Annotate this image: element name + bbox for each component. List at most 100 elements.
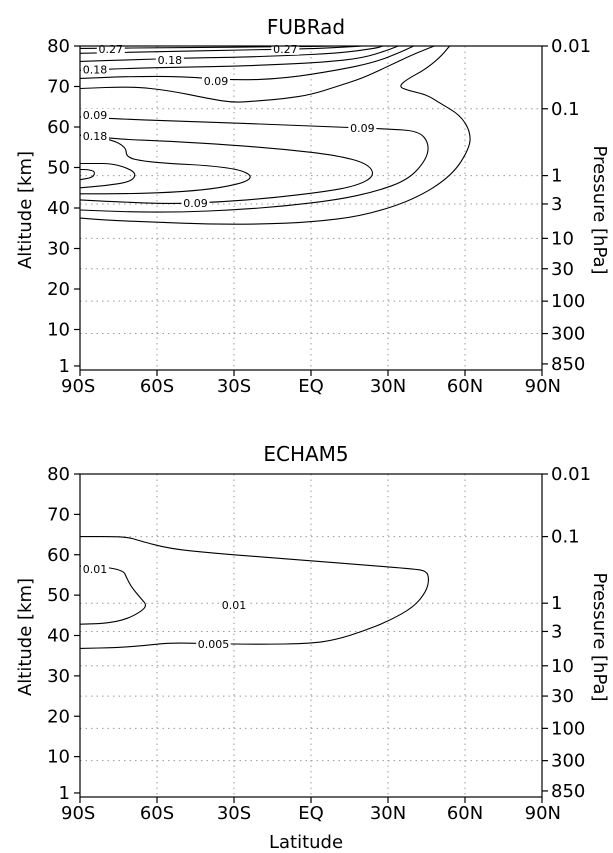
pressure-tick-label: 300 [551, 324, 585, 345]
y2-axis-title: Pressure [hPa] [589, 572, 610, 701]
pressure-tick-label: 0.1 [551, 99, 580, 120]
x-tick-label: 30N [370, 376, 406, 397]
x-tick-label: EQ [298, 803, 324, 824]
pressure-tick-label: 0.01 [551, 36, 591, 57]
pressure-tick-label: 300 [551, 751, 585, 772]
pressure-tick-label: 10 [551, 228, 574, 249]
y-tick-label: 1 [59, 356, 70, 377]
x-tick-label: 60N [447, 376, 483, 397]
contour-label: 0.01 [222, 599, 247, 612]
chart-title: ECHAM5 [263, 442, 348, 466]
pressure-tick-label: 3 [551, 621, 562, 642]
contour-label: 0.27 [273, 43, 298, 56]
contour-lines [79, 536, 429, 649]
contour-label-bg [220, 599, 248, 612]
x-tick-label: 60N [447, 803, 483, 824]
contour-line [79, 45, 471, 225]
contour-line [79, 162, 136, 189]
pressure-tick-label: 1 [551, 593, 562, 614]
y2-axis-title: Pressure [hPa] [589, 145, 610, 274]
contour-label: 0.09 [183, 197, 208, 210]
y-tick-label: 60 [47, 545, 70, 566]
pressure-tick-label: 100 [551, 291, 585, 312]
x-tick-label: 60S [140, 803, 174, 824]
contour-line [79, 565, 146, 625]
panel-echam5: ECHAM5 0.010.010.005 90S 60S 30S EQ 30N 60N 90… [15, 442, 610, 853]
pressure-tick-label: 30 [551, 259, 574, 280]
y-tick-label: 80 [47, 464, 70, 485]
contour-label-bg [181, 197, 210, 210]
panel-fubrad: FUBRad 0.270.270.180.180.090.090.090.180… [15, 15, 610, 397]
x-tick-label: 30S [217, 376, 251, 397]
y-tick-label: 10 [47, 320, 70, 341]
y-tick-label: 70 [47, 504, 70, 525]
y-tick-label: 60 [47, 117, 70, 138]
y-tick-label: 40 [47, 626, 70, 647]
axes: 90S 60S 30S EQ 30N 60N 90N 1 10 20 30 40 50 60 70 80 0.0… [47, 36, 591, 397]
contour-label-bg [81, 63, 109, 76]
contour-label-bg [81, 129, 109, 142]
contour-lines [79, 45, 471, 225]
contour-label: 0.18 [83, 63, 108, 76]
y-tick-label: 30 [47, 666, 70, 687]
chart-title: FUBRad [267, 15, 345, 39]
contour-label: 0.18 [83, 130, 108, 143]
pressure-tick-label: 850 [551, 781, 585, 802]
x-tick-label: 30N [370, 803, 406, 824]
y-tick-label: 50 [47, 158, 70, 179]
contour-label: 0.09 [350, 122, 375, 135]
contour-label: 0.27 [99, 43, 124, 56]
contour-line [79, 536, 429, 649]
x-tick-label: 60S [140, 376, 174, 397]
y-tick-label: 20 [47, 279, 70, 300]
y-tick-label: 30 [47, 239, 70, 260]
pressure-tick-label: 100 [551, 718, 585, 739]
contour-label-bg [202, 75, 231, 88]
contour-line [79, 45, 414, 81]
contour-line [79, 45, 399, 71]
pressure-tick-label: 850 [551, 354, 585, 375]
x-tick-label: 90N [525, 803, 561, 824]
y-tick-label: 70 [47, 77, 70, 98]
axes: 90S 60S 30S EQ 30N 60N 90N 1 10 20 30 40 50 60 70 80 0.0… [47, 464, 591, 824]
x-tick-label: 90S [61, 376, 95, 397]
y-axis-title: Altitude [km] [15, 151, 36, 269]
contour-labels: 0.01 0.01 0.005 [81, 562, 248, 651]
y-tick-label: 1 [59, 783, 70, 804]
contour-label-bg [81, 562, 109, 575]
grid [80, 474, 542, 797]
contour-label-bg [81, 108, 109, 121]
pressure-tick-label: 3 [551, 194, 562, 215]
grid [80, 46, 542, 370]
contour-label-bg [196, 637, 231, 650]
contour-label: 0.01 [83, 563, 108, 576]
x-tick-label: EQ [298, 376, 324, 397]
y-tick-label: 40 [47, 198, 70, 219]
pressure-tick-label: 30 [551, 686, 574, 707]
contour-line [79, 134, 251, 195]
y-tick-label: 20 [47, 706, 70, 727]
contour-label: 0.005 [198, 638, 230, 651]
y-tick-label: 80 [47, 36, 70, 57]
contour-label: 0.09 [204, 75, 229, 88]
pressure-tick-label: 1 [551, 166, 562, 187]
contour-label: 0.09 [83, 109, 108, 122]
x-tick-label: 90S [61, 803, 95, 824]
plot-frame [79, 473, 543, 798]
contour-label: 0.18 [158, 54, 183, 67]
contour-line [79, 116, 429, 213]
pressure-tick-label: 10 [551, 656, 574, 677]
x-axis-title: Latitude [269, 832, 343, 853]
contour-line [79, 45, 435, 103]
contour-label-bg [348, 121, 377, 134]
pressure-tick-label: 0.01 [551, 464, 591, 485]
pressure-tick-label: 0.1 [551, 527, 580, 548]
contour-line [79, 168, 95, 181]
contour-label-bg [155, 54, 184, 67]
x-tick-label: 90N [525, 376, 561, 397]
y-tick-label: 50 [47, 585, 70, 606]
y-axis-title: Altitude [km] [15, 578, 36, 696]
y-tick-label: 10 [47, 747, 70, 768]
x-tick-label: 30S [217, 803, 251, 824]
